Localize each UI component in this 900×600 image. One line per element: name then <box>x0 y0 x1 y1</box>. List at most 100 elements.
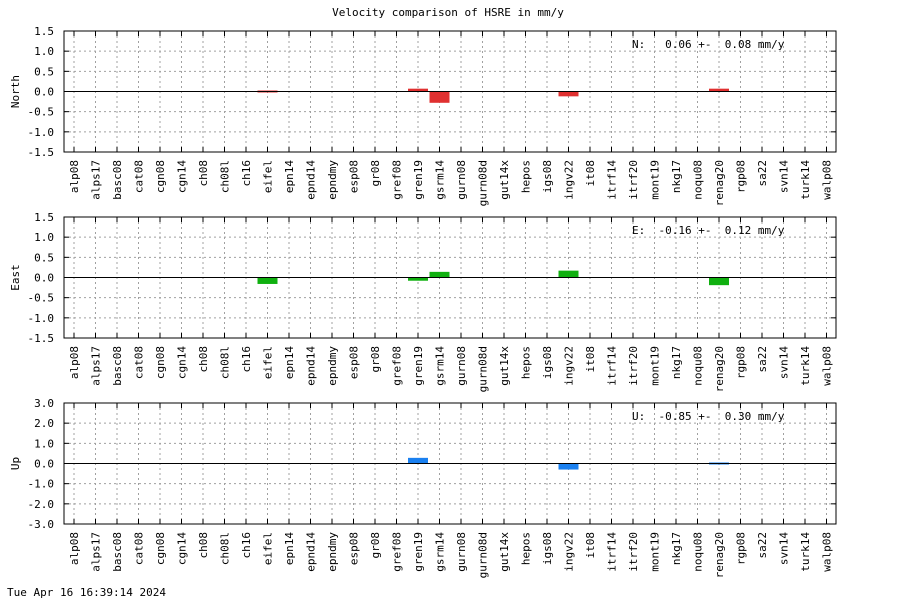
panel-3-y-tick-label: 1.0 <box>34 437 54 450</box>
panel-1-x-tick-label-sa22: sa22 <box>756 160 769 187</box>
panel-3-x-tick-label-gurn08d: gurn08d <box>477 532 490 578</box>
panel-3-x-tick-label-sa22: sa22 <box>756 532 769 559</box>
panel-1-x-tick-label-ch16: ch16 <box>240 160 253 187</box>
panel-1-x-tick-label-nkg17: nkg17 <box>670 160 683 193</box>
panel-2-x-tick-label-epndmy: epndmy <box>326 346 339 386</box>
panel-1-y-tick-label: 0.0 <box>34 86 54 99</box>
panel-1-y-tick-label: -1.5 <box>28 146 55 159</box>
panel-3-y-tick-label: -3.0 <box>28 518 55 531</box>
panel-1-x-tick-label-esp08: esp08 <box>348 160 361 193</box>
panel-2-x-tick-label-epnd14: epnd14 <box>305 346 318 386</box>
panel-3-x-tick-label-gsrm14: gsrm14 <box>434 532 447 572</box>
panel-3-x-tick-label-alp08: alp08 <box>68 532 81 565</box>
panel-1-x-tick-label-renag20: renag20 <box>713 160 726 206</box>
panel-2-x-tick-label-alp08: alp08 <box>68 346 81 379</box>
panel-2-y-tick-label: 1.0 <box>34 231 54 244</box>
panel-2-bar-ingv22 <box>558 270 579 278</box>
panel-2-x-tick-label-gref08: gref08 <box>391 346 404 386</box>
panel-2-x-tick-label-mont19: mont19 <box>649 346 662 386</box>
panel-2-x-tick-label-epn14: epn14 <box>283 346 296 379</box>
panel-1-y-axis-label: North <box>9 75 22 108</box>
panel-2-x-tick-label-sa22: sa22 <box>756 346 769 373</box>
panel-2-x-tick-label-turk14: turk14 <box>799 346 812 386</box>
panel-3-x-tick-label-basc08: basc08 <box>111 532 124 572</box>
panel-1-plot-frame <box>63 30 837 153</box>
panel-1-x-tick-label-alps17: alps17 <box>90 160 103 200</box>
panel-3-x-tick-label-epndmy: epndmy <box>326 532 339 572</box>
panel-3-x-tick-label-ch08l: ch08l <box>219 532 232 565</box>
panel-2-y-tick-label: 1.5 <box>34 211 54 224</box>
panel-1-x-tick-label-ch08l: ch08l <box>219 160 232 193</box>
panel-3-x-tick-label-gut14x: gut14x <box>498 532 511 572</box>
panel-3-x-tick-label-rgp08: rgp08 <box>735 532 748 565</box>
panel-2-y-tick-label: 0.5 <box>34 251 54 264</box>
panel-2-x-tick-label-ch08: ch08 <box>197 346 210 373</box>
panel-2-x-tick-label-rgp08: rgp08 <box>735 346 748 379</box>
panel-3-y-tick-label: 3.0 <box>34 397 54 410</box>
panel-1-x-tick-label-cat08: cat08 <box>133 160 146 193</box>
panel-1-x-tick-label-gurn08d: gurn08d <box>477 160 490 206</box>
panel-3-x-tick-label-eifel: eifel <box>262 532 275 565</box>
panel-3-x-tick-label-alps17: alps17 <box>90 532 103 572</box>
panel-2-stat-annotation: E: -0.16 +- 0.12 mm/y <box>632 224 785 237</box>
panel-1-x-tick-label-epndmy: epndmy <box>326 160 339 200</box>
panel-2-x-tick-label-noqu08: noqu08 <box>692 346 705 386</box>
panel-2-bar-gren19 <box>408 277 428 281</box>
panel-1-x-tick-label-epn14: epn14 <box>283 160 296 193</box>
panel-1-y-tick-label: -0.5 <box>28 106 55 119</box>
panel-2-bar-gsrm14 <box>429 271 450 278</box>
panel-1-x-tick-label-noqu08: noqu08 <box>692 160 705 200</box>
panel-1-x-tick-label-gut14x: gut14x <box>498 160 511 200</box>
panel-2-x-tick-label-itrf20: itrf20 <box>627 346 640 386</box>
panel-1-x-tick-label-it08: it08 <box>584 160 597 187</box>
panel-3-y-tick-label: 2.0 <box>34 417 54 430</box>
panel-2-x-tick-label-gut14x: gut14x <box>498 346 511 386</box>
panel-1-x-tick-label-walp08: walp08 <box>821 160 834 200</box>
panel-2-x-tick-label-gr08: gr08 <box>369 346 382 373</box>
panel-1-x-tick-label-epnd14: epnd14 <box>305 160 318 200</box>
panel-3-x-tick-label-noqu08: noqu08 <box>692 532 705 572</box>
panel-1-x-tick-label-svn14: svn14 <box>778 160 791 193</box>
panel-1-x-tick-label-cgn14: cgn14 <box>176 160 189 193</box>
panel-2-y-tick-label: 0.0 <box>34 272 54 285</box>
panel-1-x-tick-label-eifel: eifel <box>262 160 275 193</box>
panel-2-x-tick-label-basc08: basc08 <box>111 346 124 386</box>
panel-1-x-tick-label-basc08: basc08 <box>111 160 124 200</box>
panel-2-x-tick-label-ch16: ch16 <box>240 346 253 373</box>
panel-3-x-tick-label-turk14: turk14 <box>799 532 812 572</box>
panel-1-x-tick-label-cgn08: cgn08 <box>154 160 167 193</box>
panel-1-y-tick-label: 1.0 <box>34 45 54 58</box>
panel-3-x-tick-label-cgn14: cgn14 <box>176 532 189 565</box>
panel-1-x-tick-label-gr08: gr08 <box>369 160 382 187</box>
panel-1-y-tick-label: -1.0 <box>28 126 55 139</box>
timestamp-footer: Tue Apr 16 16:39:14 2024 <box>7 586 166 599</box>
panel-2-x-tick-label-eifel: eifel <box>262 346 275 379</box>
panel-3-x-tick-label-ch08: ch08 <box>197 532 210 559</box>
chart-title: Velocity comparison of HSRE in mm/y <box>332 6 564 19</box>
panel-3-stat-annotation: U: -0.85 +- 0.30 mm/y <box>632 410 785 423</box>
panel-2-y-tick-label: -0.5 <box>28 292 55 305</box>
panel-3-y-tick-label: -1.0 <box>28 478 55 491</box>
panel-2-x-tick-label-gurn08: gurn08 <box>455 346 468 386</box>
panel-3-x-tick-label-gref08: gref08 <box>391 532 404 572</box>
panel-3-y-axis-label: Up <box>9 457 22 470</box>
panel-3-x-tick-label-itrf14: itrf14 <box>606 532 619 572</box>
panel-1-x-tick-label-gren19: gren19 <box>412 160 425 200</box>
panel-3-x-tick-label-esp08: esp08 <box>348 532 361 565</box>
panel-3-x-tick-label-gren19: gren19 <box>412 532 425 572</box>
panel-3-y-tick-label: 0.0 <box>34 458 54 471</box>
panel-2-bar-renag20 <box>709 277 729 286</box>
panel-3-plot-frame <box>63 402 837 525</box>
panel-3-x-tick-label-epnd14: epnd14 <box>305 532 318 572</box>
panel-1-x-tick-label-turk14: turk14 <box>799 160 812 200</box>
panel-3-x-tick-label-ingv22: ingv22 <box>563 532 576 572</box>
panel-1-bar-ingv22 <box>558 91 579 97</box>
panel-3-y-tick-label: -2.0 <box>28 498 55 511</box>
panel-2-x-tick-label-gren19: gren19 <box>412 346 425 386</box>
panel-3-x-tick-label-epn14: epn14 <box>283 532 296 565</box>
panel-2-x-tick-label-esp08: esp08 <box>348 346 361 379</box>
panel-1-x-tick-label-igs08: igs08 <box>541 160 554 193</box>
panel-2-x-tick-label-itrf14: itrf14 <box>606 346 619 386</box>
panel-2-x-tick-label-hepos: hepos <box>520 346 533 379</box>
panel-3-x-tick-label-mont19: mont19 <box>649 532 662 572</box>
